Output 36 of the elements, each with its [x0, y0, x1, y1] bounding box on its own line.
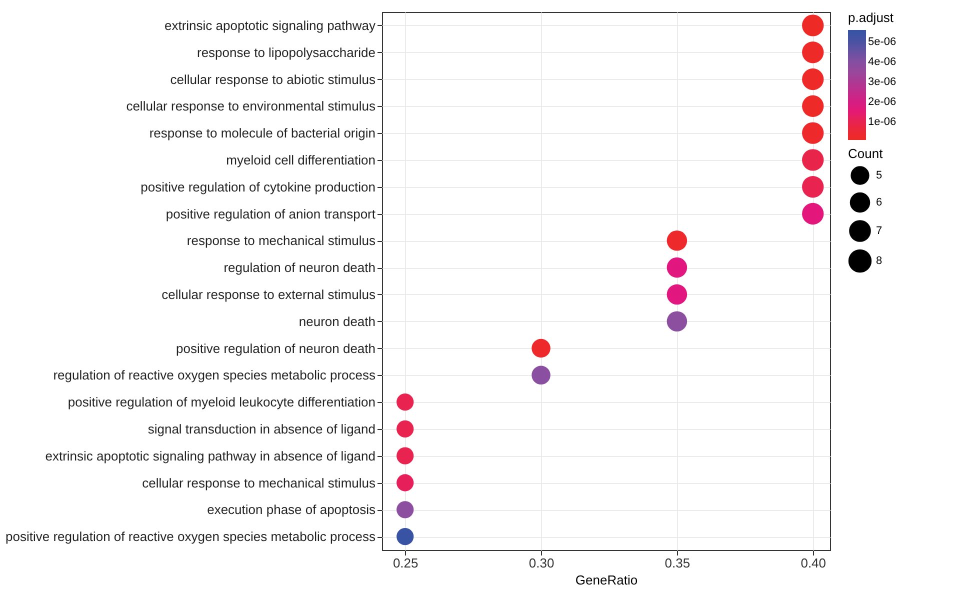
y-tick-label: cellular response to environmental stimulus	[126, 98, 376, 114]
legend-label: 7	[876, 225, 882, 237]
y-tick-label: extrinsic apoptotic signaling pathway	[164, 18, 376, 33]
y-tick-label: positive regulation of myeloid leukocyte differentiation	[68, 394, 376, 410]
y-tick-label: cellular response to external stimulus	[162, 286, 376, 302]
y-tick-label: positive regulation of cytokine production	[140, 179, 376, 194]
x-tick-label: 0.40	[800, 556, 826, 570]
color-bar-label: 4e-06	[868, 56, 896, 68]
legend-label: 5	[876, 170, 882, 182]
y-tick-label: extrinsic apoptotic signaling pathway in absence of ligand	[45, 448, 376, 464]
x-tick-label: 0.25	[392, 556, 418, 570]
legend-label: 8	[876, 255, 882, 267]
y-tick-label: response to mechanical stimulus	[186, 233, 376, 248]
color-bar-label: 5e-06	[868, 36, 896, 48]
y-tick-label: regulation of reactive oxygen species metabolic process	[53, 368, 376, 383]
y-tick-label: regulation of neuron death	[224, 260, 376, 276]
x-axis-title: GeneRatio	[575, 572, 638, 588]
y-tick-label: signal transduction in absence of ligand	[148, 421, 376, 436]
color-bar-label: 2e-06	[868, 96, 896, 108]
color-bar-label: 1e-06	[868, 116, 896, 128]
x-tick-label: 0.30	[528, 556, 554, 570]
y-tick-label: cellular response to abiotic stimulus	[170, 72, 376, 87]
color-bar-label: 3e-06	[868, 76, 896, 88]
y-tick-label: positive regulation of anion transport	[166, 206, 376, 222]
y-tick-label: response to molecule of bacterial origin	[149, 126, 376, 141]
y-tick-label: execution phase of apoptosis	[207, 502, 376, 518]
x-tick-label: 0.35	[664, 556, 690, 570]
y-tick-label: myeloid cell differentiation	[226, 152, 376, 168]
y-tick-label: neuron death	[298, 314, 376, 329]
y-tick-label: cellular response to mechanical stimulus	[142, 475, 376, 490]
color-bar-title: p.adjust	[848, 10, 894, 25]
y-tick-label: response to lipopolysaccharide	[197, 44, 376, 60]
legend-label: 6	[876, 196, 882, 208]
y-tick-label: positive regulation of reactive oxygen species metabolic process	[6, 529, 376, 544]
y-tick-label: positive regulation of neuron death	[176, 340, 376, 356]
legend-title: Count	[848, 146, 884, 161]
